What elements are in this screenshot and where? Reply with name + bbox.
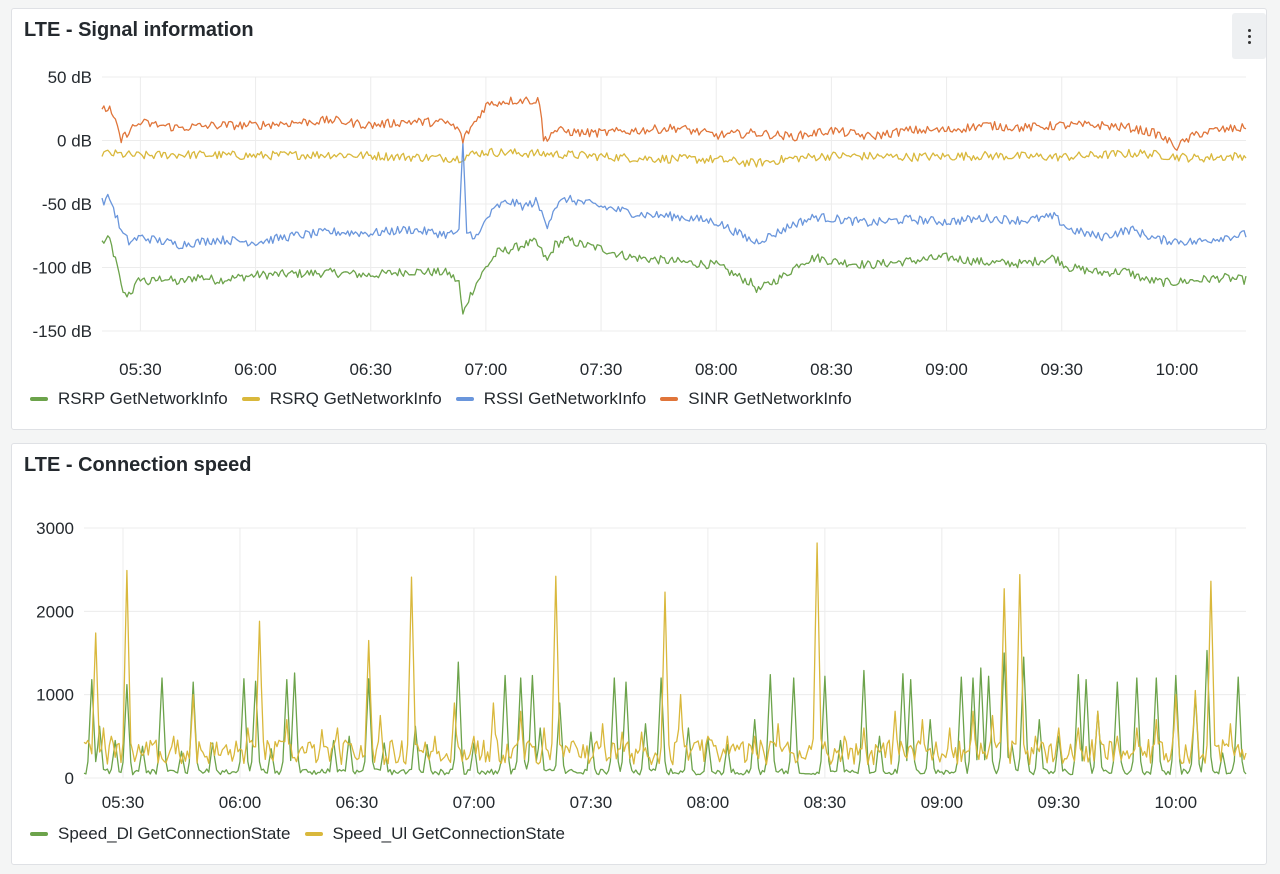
y-tick-label: 0 bbox=[65, 769, 74, 788]
x-tick-label: 06:30 bbox=[336, 793, 379, 812]
panel-menu-button[interactable] bbox=[1232, 13, 1266, 59]
legend-label: RSSI GetNetworkInfo bbox=[483, 389, 647, 408]
x-tick-label: 08:30 bbox=[810, 360, 853, 379]
legend-label: RSRQ GetNetworkInfo bbox=[269, 389, 442, 408]
x-tick-label: 07:00 bbox=[453, 793, 496, 812]
signal-chart: 50 dB 0 dB -50 dB -100 dB -150 dB 05:30 06:00 0… bbox=[32, 68, 1247, 379]
x-tick-label: 10:00 bbox=[1155, 793, 1198, 812]
y-tick-label: -100 dB bbox=[32, 259, 92, 278]
x-tick-label: 09:00 bbox=[925, 360, 968, 379]
panel-title: LTE - Signal information bbox=[24, 19, 254, 41]
speed-chart: 3000 2000 1000 0 05:30 06:00 06:30 07:00 07:30 08… bbox=[36, 519, 1247, 812]
x-tick-label: 06:00 bbox=[219, 793, 262, 812]
legend-swatch bbox=[241, 397, 260, 401]
x-tick-label: 07:00 bbox=[465, 360, 508, 379]
legend-label: Speed_Ul GetConnectionState bbox=[332, 824, 566, 843]
x-tick-label: 07:30 bbox=[570, 793, 613, 812]
speed-panel: LTE - Connection speed 3000 2000 1000 0 05:3… bbox=[11, 443, 1267, 865]
kebab-menu-icon bbox=[1247, 28, 1251, 44]
legend-label: SINR GetNetworkInfo bbox=[688, 389, 852, 408]
y-tick-label: -150 dB bbox=[32, 322, 92, 341]
series-line bbox=[101, 147, 1247, 168]
legend-swatch bbox=[30, 397, 48, 401]
x-tick-label: 08:00 bbox=[687, 793, 730, 812]
legend-item[interactable]: Speed_Dl GetConnectionState bbox=[30, 824, 291, 844]
series-line bbox=[101, 141, 1247, 250]
speed-legend: Speed_Dl GetConnectionState Speed_Ul GetC… bbox=[30, 824, 565, 844]
legend-item[interactable]: Speed_Ul GetConnectionState bbox=[304, 824, 566, 844]
x-tick-label: 06:00 bbox=[234, 360, 277, 379]
x-tick-label: 09:30 bbox=[1040, 360, 1083, 379]
series-line bbox=[101, 235, 1247, 315]
legend-swatch bbox=[30, 832, 48, 836]
y-tick-label: 50 dB bbox=[48, 68, 92, 87]
legend-item[interactable]: RSRQ GetNetworkInfo bbox=[241, 389, 442, 409]
legend-item[interactable]: RSSI GetNetworkInfo bbox=[455, 389, 647, 409]
series-line bbox=[83, 649, 1247, 776]
y-tick-label: 0 dB bbox=[57, 132, 92, 151]
x-tick-label: 08:30 bbox=[804, 793, 847, 812]
signal-legend: RSRP GetNetworkInfo RSRQ GetNetworkInfo RS… bbox=[30, 389, 852, 409]
x-tick-label: 10:00 bbox=[1156, 360, 1199, 379]
legend-label: Speed_Dl GetConnectionState bbox=[58, 824, 291, 843]
x-tick-label: 08:00 bbox=[695, 360, 738, 379]
x-tick-label: 07:30 bbox=[580, 360, 623, 379]
x-tick-label: 05:30 bbox=[119, 360, 162, 379]
legend-item[interactable]: RSRP GetNetworkInfo bbox=[30, 389, 228, 409]
x-tick-label: 09:00 bbox=[921, 793, 964, 812]
y-tick-label: -50 dB bbox=[42, 195, 92, 214]
y-tick-label: 2000 bbox=[36, 602, 74, 621]
series-line bbox=[83, 542, 1247, 766]
x-tick-label: 09:30 bbox=[1038, 793, 1081, 812]
panel-title: LTE - Connection speed bbox=[24, 454, 252, 476]
legend-label: RSRP GetNetworkInfo bbox=[58, 389, 228, 408]
x-tick-label: 05:30 bbox=[102, 793, 145, 812]
legend-swatch bbox=[455, 397, 474, 401]
signal-panel: LTE - Signal information 50 dB 0 dB -50 dB… bbox=[11, 8, 1267, 430]
legend-swatch bbox=[660, 397, 679, 401]
x-tick-label: 06:30 bbox=[349, 360, 392, 379]
legend-swatch bbox=[304, 832, 323, 836]
series-line bbox=[101, 96, 1247, 151]
y-tick-label: 3000 bbox=[36, 519, 74, 538]
y-tick-label: 1000 bbox=[36, 686, 74, 705]
legend-item[interactable]: SINR GetNetworkInfo bbox=[660, 389, 852, 409]
